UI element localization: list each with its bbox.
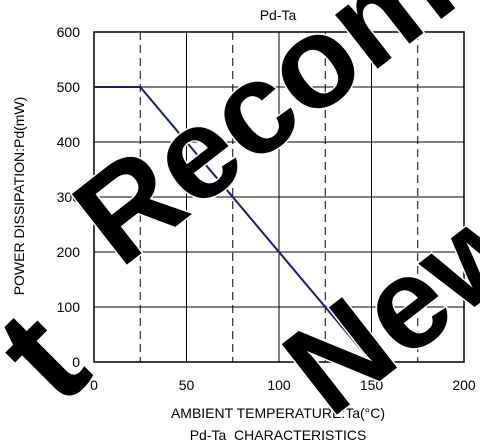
plot-frame: [93, 31, 465, 363]
y-tick-label: 500: [57, 79, 81, 95]
y-tick-label: 400: [57, 134, 81, 150]
y-tick-label: 100: [57, 299, 81, 315]
x-tick-label: 150: [360, 377, 384, 393]
chart-caption: Pd-Ta CHARACTERISTICS: [190, 427, 367, 443]
chart-title: Pd-Ta: [260, 7, 297, 23]
x-axis-label: AMBIENT TEMPERATURE:Ta(°C): [171, 405, 385, 421]
x-tick-label: 0: [90, 377, 98, 393]
x-tick-label: 200: [452, 377, 476, 393]
y-tick-label: 600: [57, 24, 81, 40]
curve-layer: [94, 86, 373, 363]
y-tick-label: 200: [57, 244, 81, 260]
y-tick-label: 0: [72, 354, 80, 370]
svg-text:New: New: [257, 162, 480, 442]
y-tick-label: 300: [57, 189, 81, 205]
pd-derating-curve: [94, 86, 373, 363]
x-tick-label: 100: [267, 377, 291, 393]
tick-labels: 0 100 200 300 400 500 600 0 50 100 150 200: [57, 24, 476, 393]
y-axis-label: POWER DISSIPATION:Pd(mW): [11, 97, 27, 296]
x-tick-label: 50: [179, 377, 195, 393]
